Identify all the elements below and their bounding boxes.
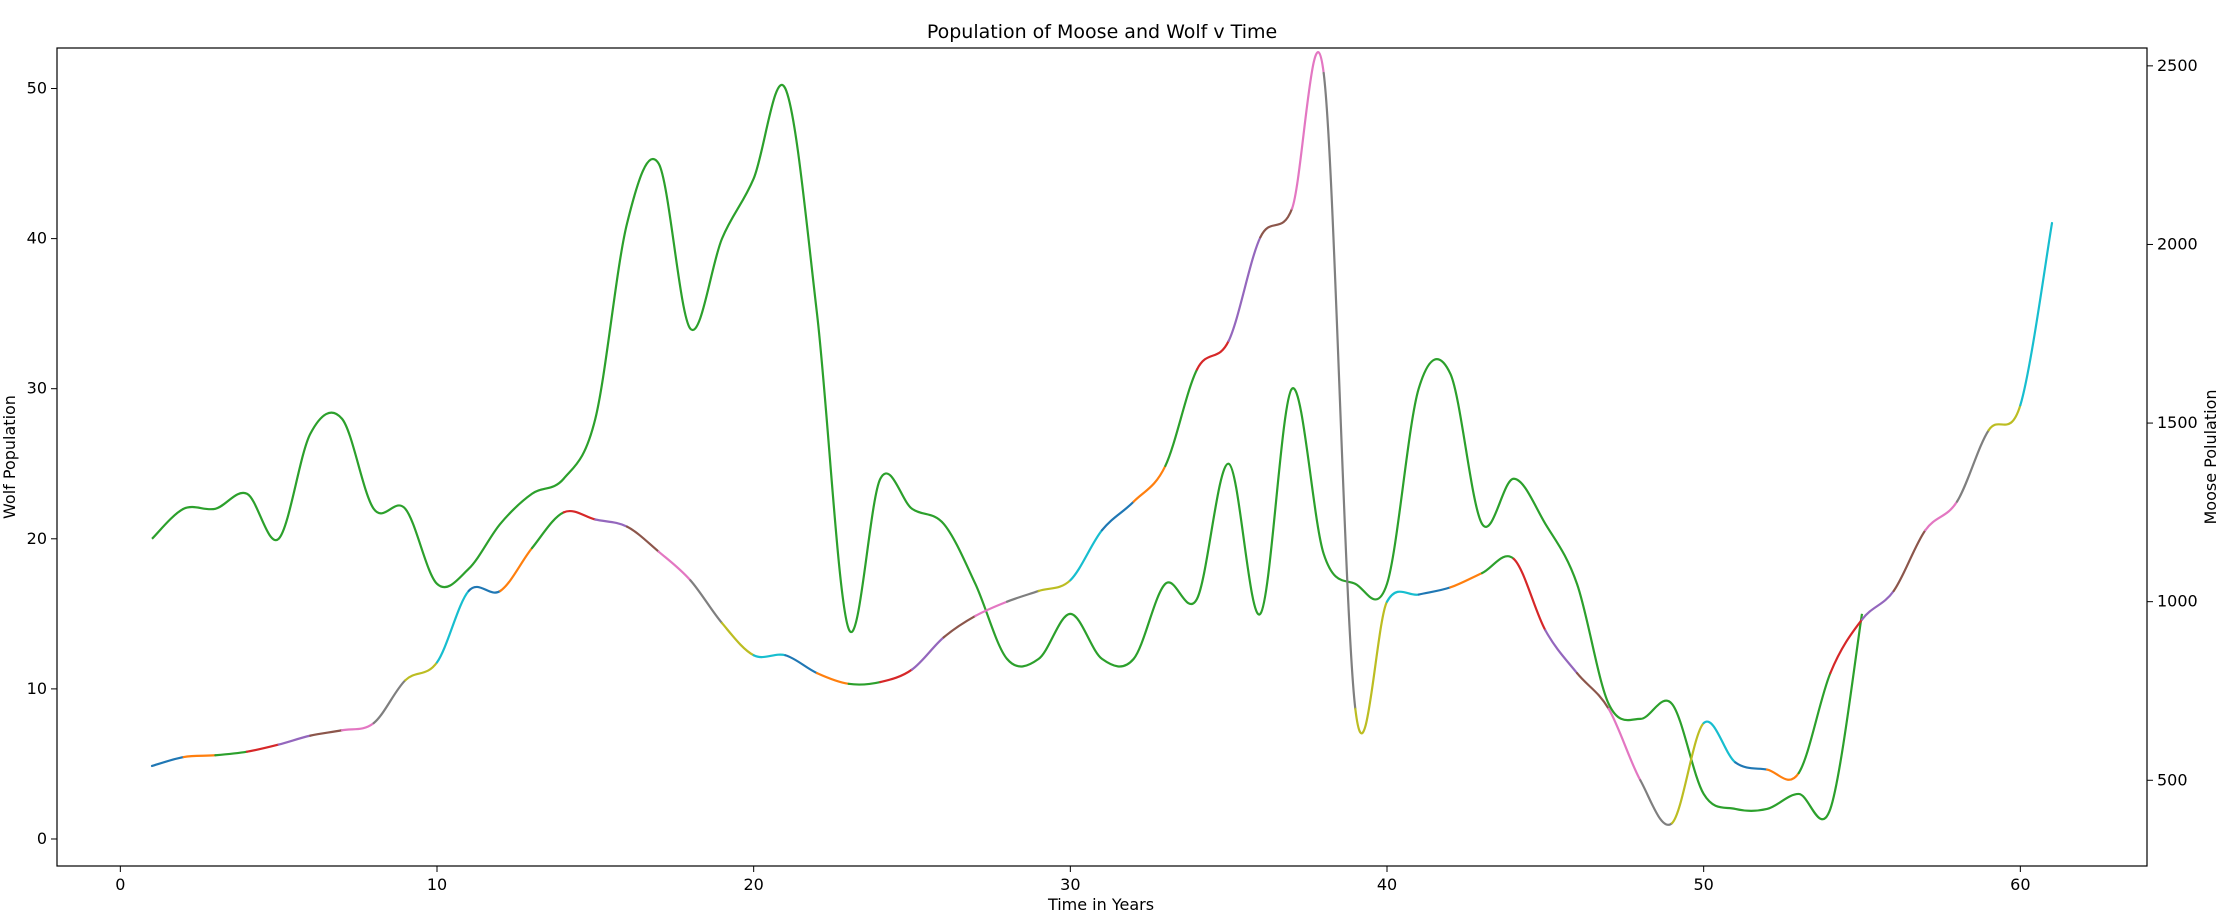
moose-population-segment bbox=[1195, 339, 1230, 371]
x-tick-label: 10 bbox=[427, 875, 447, 894]
moose-population-segment bbox=[1164, 368, 1199, 468]
y-axis-left-title: Wolf Population bbox=[0, 395, 19, 519]
moose-population-segment bbox=[1829, 618, 1864, 675]
moose-population-segment bbox=[562, 510, 597, 521]
moose-population-segment bbox=[1892, 529, 1927, 593]
x-axis-title: Time in Years bbox=[1047, 895, 1154, 914]
moose-population-segment bbox=[942, 614, 977, 639]
y-right-tick-label: 2000 bbox=[2157, 234, 2198, 253]
moose-population-segment bbox=[1987, 404, 2022, 432]
moose-population-segment bbox=[1575, 672, 1610, 710]
plot-area-frame bbox=[56, 47, 2148, 867]
moose-population-segment bbox=[1417, 586, 1452, 596]
y-left-tick-label: 10 bbox=[27, 679, 47, 698]
y-axis-right-title: Moose Polulation bbox=[2201, 390, 2220, 525]
x-tick-label: 50 bbox=[1693, 875, 1713, 894]
moose-population-segment bbox=[1227, 236, 1262, 343]
wolf-population-line bbox=[151, 83, 1864, 821]
moose-population-segment bbox=[1037, 579, 1072, 593]
y-right-tick-label: 2500 bbox=[2157, 56, 2198, 75]
y-right-tick-label: 1000 bbox=[2157, 592, 2198, 611]
y-left-tick-label: 20 bbox=[27, 529, 47, 548]
moose-population-segment bbox=[815, 672, 850, 685]
moose-population-segment bbox=[1259, 207, 1294, 239]
moose-population-segment bbox=[1924, 500, 1959, 532]
moose-population-segment bbox=[689, 579, 724, 625]
moose-population-segment bbox=[720, 622, 755, 657]
moose-population-segment bbox=[340, 722, 375, 732]
y-right-tick-label: 1500 bbox=[2157, 413, 2198, 432]
moose-population-segment bbox=[372, 679, 407, 725]
moose-population-segment bbox=[1385, 590, 1420, 603]
moose-population-segment bbox=[1005, 589, 1040, 603]
x-tick-label: 60 bbox=[2010, 875, 2030, 894]
moose-population-segment bbox=[1322, 71, 1357, 710]
chart-title: Population of Moose and Wolf v Time bbox=[927, 21, 1277, 43]
series-layer bbox=[150, 51, 2054, 826]
moose-population-segment bbox=[1100, 500, 1135, 532]
moose-population-segment bbox=[594, 518, 629, 528]
moose-population-segment bbox=[1702, 720, 1737, 764]
y-left-tick-label: 50 bbox=[27, 79, 47, 98]
moose-population-segment bbox=[1639, 779, 1674, 826]
moose-population-segment bbox=[657, 550, 692, 582]
moose-population-segment bbox=[784, 654, 819, 675]
moose-population-segment bbox=[1607, 707, 1642, 782]
moose-population-segment bbox=[530, 511, 565, 550]
moose-population-segment bbox=[1734, 761, 1769, 771]
x-tick-label: 0 bbox=[115, 875, 125, 894]
moose-population-segment bbox=[752, 653, 787, 659]
moose-population-segment bbox=[974, 600, 1009, 618]
moose-population-segment bbox=[1544, 629, 1579, 675]
moose-population-segment bbox=[404, 661, 439, 682]
moose-population-segment bbox=[1449, 571, 1484, 589]
moose-population-segment bbox=[499, 546, 534, 593]
tick-layer: 0 10 20 30 40 50 60 0 10 20 30 40 50 500 1000 1500 2000 2… bbox=[27, 56, 2198, 894]
moose-population-segment bbox=[214, 750, 249, 757]
y-left-tick-label: 40 bbox=[27, 229, 47, 248]
moose-population-segment bbox=[2019, 221, 2054, 407]
x-tick-label: 40 bbox=[1377, 875, 1397, 894]
moose-population-segment bbox=[1290, 51, 1325, 210]
moose-population-segment bbox=[847, 680, 882, 686]
y-left-tick-label: 30 bbox=[27, 379, 47, 398]
x-tick-label: 30 bbox=[1060, 875, 1080, 894]
moose-population-segment bbox=[309, 729, 344, 737]
moose-population-segment bbox=[245, 743, 280, 753]
moose-population-segment bbox=[1955, 429, 1990, 503]
moose-population-segment bbox=[182, 754, 217, 759]
moose-population-segment bbox=[1797, 672, 1832, 775]
moose-population-segment bbox=[1670, 722, 1705, 825]
y-left-tick-label: 0 bbox=[37, 829, 47, 848]
y-right-tick-label: 500 bbox=[2157, 770, 2188, 789]
moose-population-segment bbox=[150, 755, 185, 768]
moose-population-segment bbox=[1512, 557, 1547, 632]
moose-population-segment bbox=[625, 525, 660, 553]
moose-population-segment bbox=[1860, 589, 1895, 621]
moose-population-segment bbox=[1132, 464, 1167, 503]
moose-population-segment bbox=[879, 668, 914, 684]
moose-population-segment bbox=[910, 636, 945, 671]
moose-population-segment bbox=[277, 734, 312, 746]
moose-population-segment bbox=[467, 585, 502, 594]
moose-population-segment bbox=[1069, 529, 1104, 582]
moose-population-segment bbox=[1480, 555, 1515, 575]
x-tick-label: 20 bbox=[743, 875, 763, 894]
moose-population-segment bbox=[435, 589, 470, 664]
moose-population-segment bbox=[1354, 600, 1389, 735]
moose-population-segment bbox=[1765, 768, 1800, 781]
